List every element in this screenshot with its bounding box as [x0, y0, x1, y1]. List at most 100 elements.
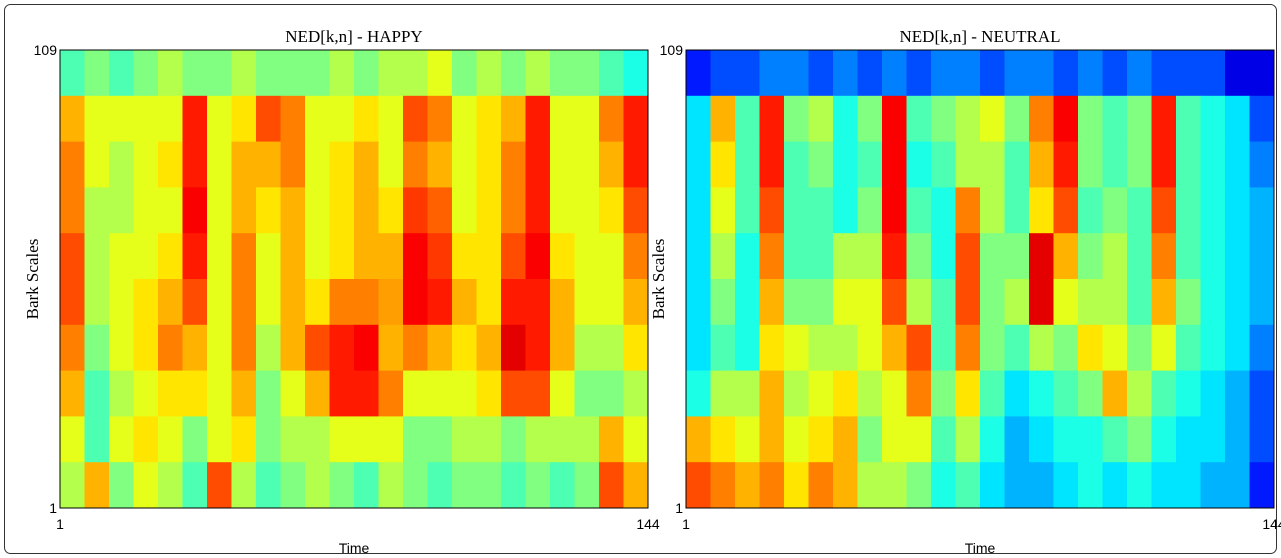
- heat-cell: [1004, 416, 1030, 463]
- heat-cell: [550, 95, 575, 143]
- heat-cell: [329, 187, 355, 234]
- heat-cell: [808, 233, 834, 280]
- heat-cell: [710, 416, 736, 463]
- heat-cell: [735, 370, 760, 417]
- heat-cell: [207, 324, 232, 372]
- heat-cell: [280, 50, 306, 97]
- heat-cell: [550, 370, 575, 417]
- heat-cell: [1029, 187, 1054, 234]
- heat-cell: [133, 95, 159, 143]
- heat-cell: [378, 141, 404, 188]
- heat-cell: [857, 324, 883, 372]
- heat-cell: [207, 279, 232, 326]
- heat-cell: [623, 279, 649, 326]
- heat-cell: [525, 187, 551, 234]
- heat-cell: [784, 95, 809, 143]
- heat-cell: [784, 324, 809, 372]
- heat-cell: [1225, 141, 1250, 188]
- heat-cell: [1053, 95, 1079, 143]
- heat-cell: [256, 233, 281, 280]
- heat-cell: [784, 141, 809, 188]
- heat-cell: [525, 416, 551, 463]
- heat-cell: [1225, 370, 1250, 417]
- heat-cell: [329, 50, 355, 97]
- heat-cell: [231, 324, 257, 372]
- heat-cell: [476, 50, 502, 97]
- heat-cell: [574, 462, 600, 509]
- heat-cell: [280, 416, 306, 463]
- heat-cell: [525, 370, 551, 417]
- heat-cell: [231, 187, 257, 234]
- heat-cell: [1127, 233, 1152, 280]
- heat-cell: [256, 187, 281, 234]
- heat-cell: [710, 187, 736, 234]
- heat-cell: [906, 233, 932, 280]
- heat-cell: [784, 462, 809, 509]
- heat-cell: [686, 324, 711, 372]
- heat-cell: [906, 141, 932, 188]
- heat-cell: [574, 370, 600, 417]
- y-tick-label: 109: [34, 42, 58, 58]
- heat-cell: [808, 416, 834, 463]
- heat-cell: [403, 279, 428, 326]
- heat-cell: [256, 279, 281, 326]
- x-tick-label: 1: [682, 516, 690, 532]
- heat-cell: [882, 279, 907, 326]
- heat-cell: [305, 416, 330, 463]
- heat-cell: [735, 279, 760, 326]
- heat-cell: [1004, 279, 1030, 326]
- heat-cell: [857, 233, 883, 280]
- heat-cell: [158, 324, 183, 372]
- heat-cell: [378, 233, 404, 280]
- heat-cell: [427, 370, 453, 417]
- heat-cell: [1127, 141, 1152, 188]
- heat-cell: [1078, 279, 1103, 326]
- heat-cell: [158, 50, 183, 97]
- heat-cell: [710, 279, 736, 326]
- heat-cell: [452, 462, 477, 509]
- heat-cell: [784, 187, 809, 234]
- heat-cell: [1225, 95, 1250, 143]
- heat-cell: [599, 416, 624, 463]
- heat-cell: [808, 141, 834, 188]
- heat-cell: [759, 370, 785, 417]
- heat-cell: [955, 370, 981, 417]
- heat-cell: [182, 50, 208, 97]
- heat-cell: [980, 187, 1005, 234]
- heat-cell: [574, 279, 600, 326]
- heat-cell: [84, 462, 110, 509]
- heat-cell: [329, 279, 355, 326]
- heat-cell: [354, 462, 379, 509]
- heat-cell: [133, 233, 159, 280]
- heat-cell: [207, 95, 232, 143]
- heat-cell: [623, 50, 649, 97]
- heat-cell: [1176, 370, 1201, 417]
- heat-cell: [1053, 141, 1079, 188]
- heat-cell: [109, 462, 134, 509]
- heat-cell: [1029, 324, 1054, 372]
- heat-cell: [1102, 95, 1128, 143]
- plot-border: [59, 49, 649, 509]
- heat-cell: [403, 141, 428, 188]
- heat-cell: [1029, 50, 1054, 97]
- heat-cell: [574, 416, 600, 463]
- heat-cell: [84, 141, 110, 188]
- heat-cell: [133, 279, 159, 326]
- chart-title: NED[k,n] - NEUTRAL: [900, 27, 1061, 46]
- heat-cell: [1078, 233, 1103, 280]
- heat-cell: [452, 233, 477, 280]
- heat-cell: [623, 370, 649, 417]
- heat-cell: [1102, 233, 1128, 280]
- heat-cell: [1176, 279, 1201, 326]
- heat-cell: [833, 187, 858, 234]
- heat-cell: [231, 370, 257, 417]
- heat-cell: [84, 50, 110, 97]
- chart-title: NED[k,n] - HAPPY: [285, 27, 422, 46]
- heat-cell: [1225, 416, 1250, 463]
- heat-cell: [857, 187, 883, 234]
- heat-cell: [1029, 141, 1054, 188]
- heat-cell: [207, 141, 232, 188]
- heat-cell: [906, 187, 932, 234]
- heat-cell: [550, 50, 575, 97]
- heat-cell: [403, 324, 428, 372]
